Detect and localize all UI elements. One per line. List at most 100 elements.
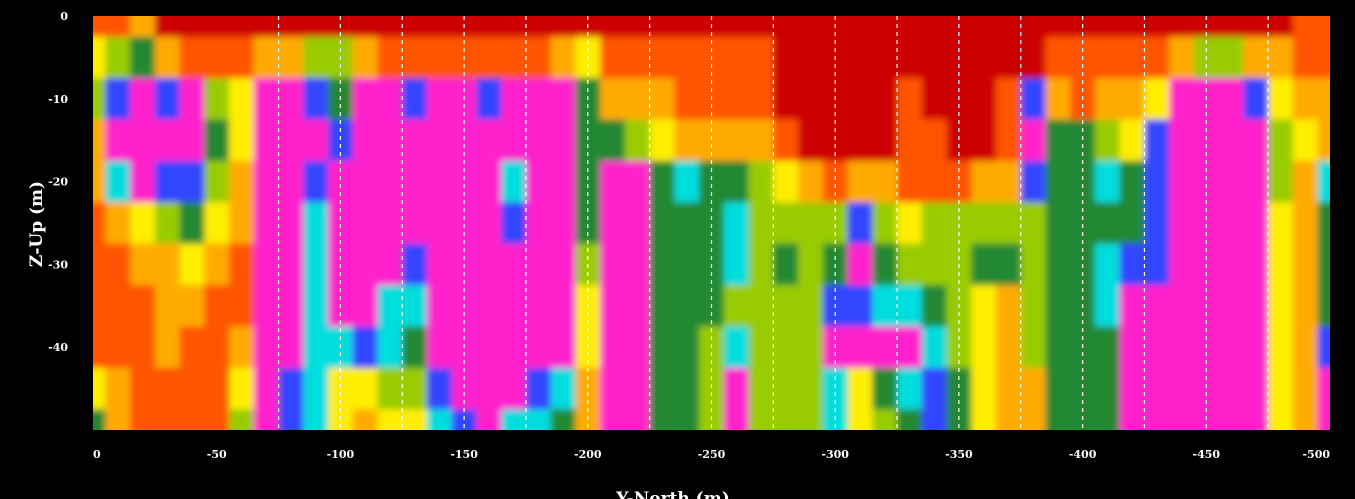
- heatmap-cell: [204, 409, 231, 430]
- heatmap-cell: [377, 367, 404, 411]
- heatmap-cell: [253, 16, 280, 38]
- heatmap-cell: [723, 36, 750, 80]
- heatmap-cell: [229, 326, 255, 369]
- x-tick-label: -250: [698, 448, 726, 461]
- heatmap-cell: [229, 367, 255, 411]
- heatmap-cell: [204, 285, 231, 328]
- heatmap-cell: [1144, 367, 1171, 411]
- heatmap-cell: [253, 326, 280, 369]
- heatmap-cell: [1045, 160, 1072, 204]
- heatmap-cell: [1218, 160, 1245, 204]
- heatmap-cell: [1020, 367, 1047, 411]
- heatmap-cell: [377, 243, 404, 287]
- heatmap-cell: [1020, 16, 1047, 38]
- heatmap-cell: [649, 285, 676, 328]
- heatmap-cell: [525, 409, 552, 430]
- heatmap-cell: [426, 160, 453, 204]
- heatmap-cell: [1169, 119, 1195, 162]
- heatmap-cell: [253, 367, 280, 411]
- heatmap-cell: [179, 285, 206, 328]
- heatmap-cell: [1169, 160, 1195, 204]
- heatmap-cell: [550, 243, 577, 287]
- heatmap-cell: [179, 36, 206, 80]
- heatmap-cell: [897, 36, 923, 80]
- heatmap-cell: [402, 243, 428, 287]
- heatmap-cell: [278, 119, 305, 162]
- heatmap-cell: [996, 16, 1022, 38]
- heatmap-cell: [1317, 78, 1330, 121]
- heatmap-cell: [525, 243, 552, 287]
- heatmap-cell: [600, 160, 626, 204]
- heatmap-cell: [674, 367, 701, 411]
- heatmap-cell: [847, 326, 874, 369]
- heatmap-cell: [93, 119, 107, 162]
- heatmap-cell: [377, 36, 404, 80]
- heatmap-cell: [377, 409, 404, 430]
- heatmap-cell: [93, 160, 107, 204]
- heatmap-cell: [1119, 202, 1146, 245]
- heatmap-cell: [1119, 409, 1146, 430]
- heatmap-cell: [600, 367, 626, 411]
- heatmap-cell: [303, 367, 330, 411]
- heatmap-cell: [1317, 16, 1330, 38]
- heatmap-cell: [253, 243, 280, 287]
- heatmap-cell: [501, 409, 527, 430]
- heatmap-cell: [1094, 16, 1121, 38]
- y-tick-label: -20: [48, 176, 68, 189]
- y-axis-ticks: 0 -10 -20 -30 -40: [48, 10, 68, 354]
- heatmap-cell: [1094, 78, 1121, 121]
- heatmap-cell: [1119, 285, 1146, 328]
- heatmap-cell: [204, 202, 231, 245]
- heatmap-cell: [1169, 326, 1195, 369]
- heatmap-cell: [476, 119, 503, 162]
- x-tick-label: -50: [207, 448, 227, 461]
- heatmap-cell: [921, 409, 948, 430]
- heatmap-cell: [1218, 367, 1245, 411]
- heatmap-cell: [897, 16, 923, 38]
- heatmap-cell: [872, 326, 899, 369]
- heatmap-cell: [600, 202, 626, 245]
- heatmap-cell: [798, 78, 824, 121]
- heatmap-cell: [525, 367, 552, 411]
- heatmap-cell: [1119, 36, 1146, 80]
- heatmap-cell: [872, 409, 899, 430]
- heatmap-cell: [1169, 367, 1195, 411]
- heatmap-cell: [996, 78, 1022, 121]
- heatmap-cell: [179, 160, 206, 204]
- heatmap-cell: [130, 16, 156, 38]
- heatmap-cell: [1045, 243, 1072, 287]
- heatmap-cell: [278, 285, 305, 328]
- heatmap-cell: [674, 78, 701, 121]
- heatmap-cell: [501, 160, 527, 204]
- heatmap-cell: [1094, 160, 1121, 204]
- heatmap-cell: [352, 36, 379, 80]
- heatmap-cell: [649, 16, 676, 38]
- heatmap-cell: [130, 36, 156, 80]
- heatmap-cell: [93, 409, 107, 430]
- heatmap-cell: [1119, 160, 1146, 204]
- heatmap-cell: [847, 367, 874, 411]
- heatmap-cell: [154, 119, 181, 162]
- heatmap-cell: [773, 16, 800, 38]
- heatmap-cell: [93, 285, 107, 328]
- heatmap-cell: [921, 16, 948, 38]
- heatmap-cell: [130, 326, 156, 369]
- heatmap-cell: [798, 119, 824, 162]
- heatmap-cell: [402, 367, 428, 411]
- heatmap-cell: [773, 409, 800, 430]
- heatmap-cell: [1045, 326, 1072, 369]
- heatmap-cell: [303, 119, 330, 162]
- heatmap-cell: [426, 326, 453, 369]
- heatmap-cell: [798, 16, 824, 38]
- heatmap-cell: [723, 409, 750, 430]
- heatmap-cell: [1268, 367, 1294, 411]
- heatmap-cell: [253, 202, 280, 245]
- y-tick-label: 0: [60, 10, 68, 23]
- heatmap-cell: [798, 285, 824, 328]
- heatmap-cell: [1243, 160, 1270, 204]
- heatmap-cell: [229, 160, 255, 204]
- heatmap-cell: [897, 243, 923, 287]
- heatmap-cell: [798, 409, 824, 430]
- heatmap-cell: [179, 16, 206, 38]
- heatmap-cell: [1119, 16, 1146, 38]
